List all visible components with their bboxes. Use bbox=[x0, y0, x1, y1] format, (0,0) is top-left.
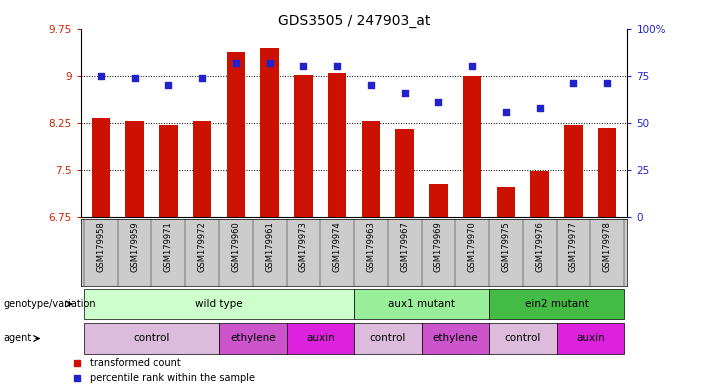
Text: genotype/variation: genotype/variation bbox=[4, 299, 96, 309]
Point bbox=[230, 60, 241, 66]
Text: auxin: auxin bbox=[576, 333, 605, 344]
Text: GSM179971: GSM179971 bbox=[164, 221, 173, 271]
Point bbox=[332, 63, 343, 70]
Bar bbox=[489, 289, 624, 319]
Bar bbox=[84, 289, 354, 319]
Point bbox=[601, 80, 613, 86]
Bar bbox=[354, 323, 421, 354]
Text: GSM179970: GSM179970 bbox=[468, 221, 477, 271]
Text: GSM179960: GSM179960 bbox=[231, 221, 240, 271]
Bar bbox=[564, 125, 583, 217]
Text: GSM179976: GSM179976 bbox=[535, 221, 544, 272]
Bar bbox=[328, 73, 346, 217]
Text: ethylene: ethylene bbox=[433, 333, 478, 344]
Text: control: control bbox=[133, 333, 170, 344]
Bar bbox=[260, 48, 279, 217]
Point bbox=[129, 74, 140, 81]
Title: GDS3505 / 247903_at: GDS3505 / 247903_at bbox=[278, 14, 430, 28]
Bar bbox=[496, 187, 515, 217]
Bar bbox=[489, 323, 557, 354]
Bar bbox=[531, 171, 549, 217]
Text: GSM179972: GSM179972 bbox=[198, 221, 207, 271]
Point bbox=[298, 63, 309, 70]
Text: control: control bbox=[505, 333, 541, 344]
Bar bbox=[429, 184, 448, 217]
Text: GSM179975: GSM179975 bbox=[501, 221, 510, 271]
Point bbox=[196, 74, 207, 81]
Text: GSM179967: GSM179967 bbox=[400, 221, 409, 272]
Point bbox=[534, 105, 545, 111]
Text: GSM179978: GSM179978 bbox=[603, 221, 612, 272]
Text: GSM179961: GSM179961 bbox=[265, 221, 274, 271]
Text: auxin: auxin bbox=[306, 333, 334, 344]
Text: GSM179973: GSM179973 bbox=[299, 221, 308, 272]
Text: GSM179974: GSM179974 bbox=[333, 221, 341, 271]
Text: GSM179969: GSM179969 bbox=[434, 221, 443, 271]
Point bbox=[433, 99, 444, 105]
Point bbox=[568, 80, 579, 86]
Bar bbox=[193, 121, 212, 217]
Bar bbox=[287, 323, 354, 354]
Text: wild type: wild type bbox=[195, 299, 243, 309]
Bar bbox=[598, 128, 616, 217]
Point bbox=[163, 82, 174, 88]
Text: percentile rank within the sample: percentile rank within the sample bbox=[90, 374, 254, 384]
Text: GSM179963: GSM179963 bbox=[367, 221, 375, 272]
Point bbox=[264, 60, 275, 66]
Text: GSM179958: GSM179958 bbox=[96, 221, 105, 271]
Point bbox=[365, 82, 376, 88]
Bar bbox=[395, 129, 414, 217]
Bar bbox=[159, 125, 177, 217]
Text: control: control bbox=[369, 333, 406, 344]
Point bbox=[95, 73, 107, 79]
Text: transformed count: transformed count bbox=[90, 358, 180, 368]
Text: GSM179959: GSM179959 bbox=[130, 221, 139, 271]
Text: GSM179977: GSM179977 bbox=[569, 221, 578, 272]
Bar bbox=[84, 323, 219, 354]
Text: ein2 mutant: ein2 mutant bbox=[524, 299, 588, 309]
Bar bbox=[362, 121, 380, 217]
Bar bbox=[226, 52, 245, 217]
Text: aux1 mutant: aux1 mutant bbox=[388, 299, 455, 309]
Bar bbox=[219, 323, 287, 354]
Bar bbox=[463, 76, 482, 217]
Text: agent: agent bbox=[4, 333, 32, 344]
Text: ethylene: ethylene bbox=[230, 333, 275, 344]
Bar bbox=[421, 323, 489, 354]
Point bbox=[501, 109, 512, 115]
Bar bbox=[125, 121, 144, 217]
Bar bbox=[557, 323, 624, 354]
Point bbox=[399, 90, 410, 96]
Bar bbox=[354, 289, 489, 319]
Bar bbox=[294, 75, 313, 217]
Point bbox=[467, 63, 478, 70]
Bar bbox=[92, 119, 110, 217]
